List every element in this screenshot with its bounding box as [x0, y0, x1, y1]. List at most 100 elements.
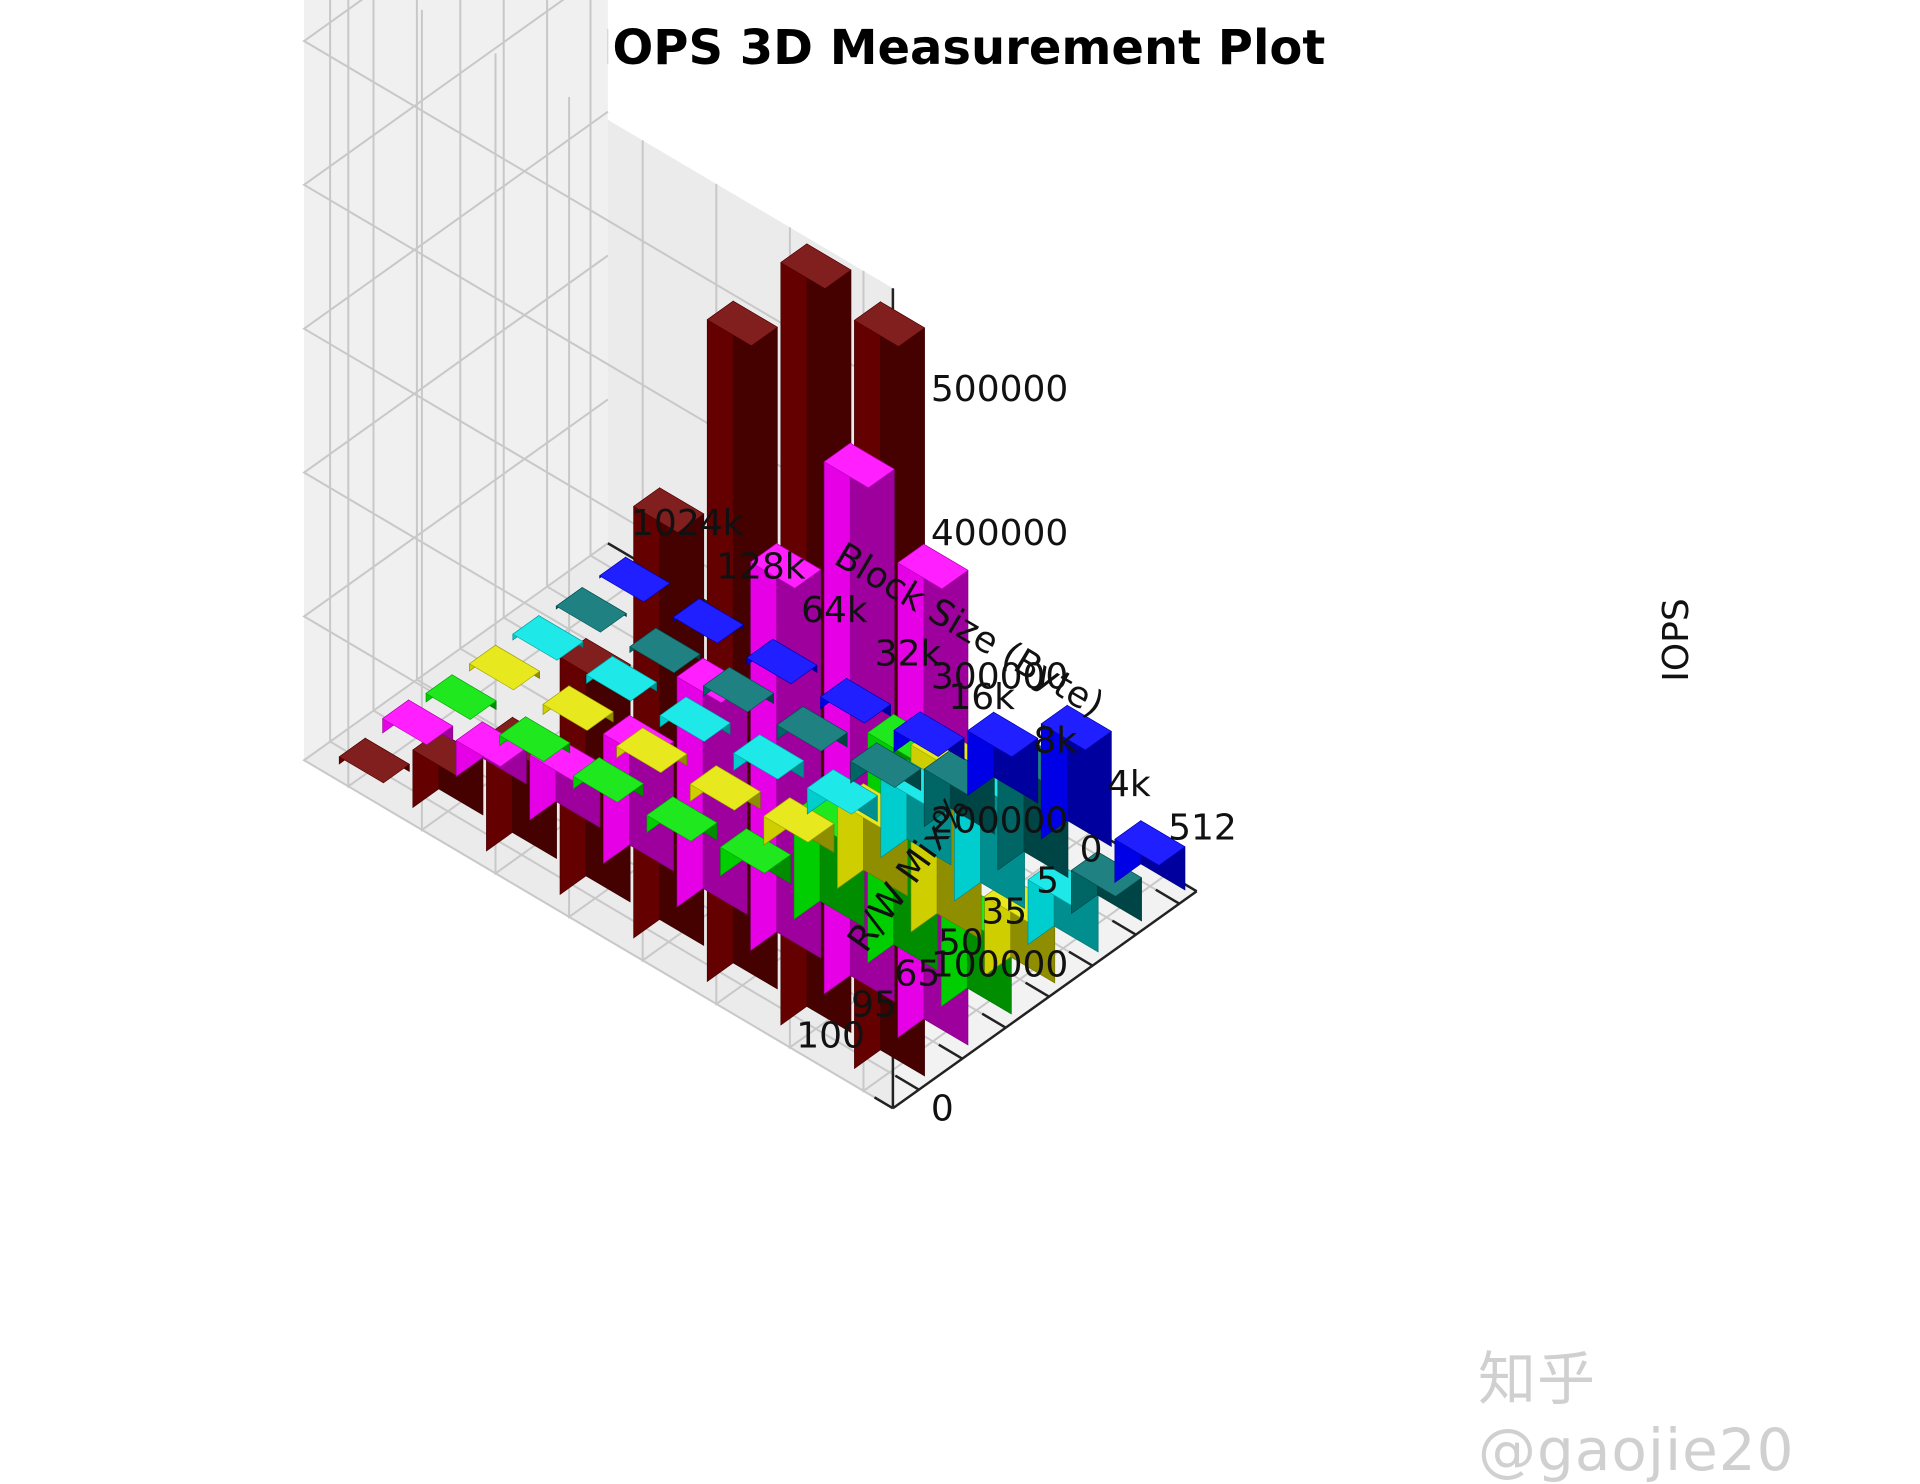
bar-top-face: [555, 587, 627, 633]
bar: [806, 768, 878, 823]
z-tick-label: 100000: [931, 944, 1068, 985]
x-tick-label: 512: [1168, 808, 1237, 849]
bar-top-face: [776, 706, 848, 752]
bar: [659, 696, 731, 742]
bar: [1040, 704, 1112, 848]
bar-top-face: [425, 674, 497, 720]
bar-top-face: [733, 734, 805, 780]
x-tick-label: 128k: [716, 547, 806, 588]
bar: [746, 638, 818, 685]
y-tick: [1111, 919, 1137, 936]
bar-top-face: [806, 769, 878, 815]
bar: [629, 627, 701, 674]
bar-top-face: [629, 627, 701, 674]
bar-top-face: [719, 828, 792, 874]
bar-top-face: [633, 487, 705, 533]
bar: [572, 756, 644, 803]
bar-top-face: [646, 796, 718, 842]
y-tick-label: 35: [981, 891, 1027, 932]
bar-top-face: [1114, 820, 1186, 866]
bar: [425, 674, 497, 720]
bar-top-face: [706, 300, 778, 347]
z-axis-title: IOPS: [1656, 598, 1697, 682]
bar-top-face: [468, 644, 541, 691]
bar: [382, 699, 454, 746]
y-tick-label: 65: [895, 953, 941, 994]
x-tick-label: 8k: [1033, 721, 1077, 762]
bar: [776, 705, 848, 752]
y-tick: [1024, 981, 1050, 998]
bar: [850, 742, 922, 792]
x-tick-label: 16k: [948, 677, 1015, 718]
bar-top-face: [572, 757, 644, 803]
bar-top-face: [659, 696, 731, 742]
y-tick-label: 100: [796, 1015, 865, 1056]
y-tick: [981, 1012, 1007, 1029]
bar: [672, 598, 744, 644]
bar: [616, 727, 688, 773]
grid-line-z: [302, 542, 894, 1110]
bar-top-face: [702, 666, 775, 713]
bar-top-face: [616, 727, 688, 773]
bar: [819, 677, 892, 724]
z-tick: [873, 1096, 894, 1110]
bar: [702, 666, 775, 713]
side-pane: [304, 0, 608, 761]
bar-top-face: [689, 765, 761, 811]
bar: [585, 655, 658, 702]
bar-top-face: [585, 655, 658, 702]
bar: [599, 556, 671, 603]
bar-top-face: [853, 301, 926, 347]
bar: [512, 615, 584, 661]
z-tick-label: 500000: [931, 369, 1068, 410]
grid-line-z: [302, 0, 894, 534]
watermark: 知乎 @gaojie20: [1478, 1345, 1795, 1484]
bar: [1070, 851, 1143, 922]
z-tick-label: 0: [931, 1088, 954, 1129]
bars-group: [338, 243, 1186, 1077]
grid-line-z: [302, 0, 894, 390]
bar-top-face: [750, 543, 822, 589]
bar: [719, 828, 792, 885]
bar-top-face: [499, 716, 571, 762]
bar-top-face: [542, 685, 614, 731]
y-axis-line: [892, 890, 1198, 1110]
bar: [733, 734, 805, 780]
bar: [967, 711, 1039, 804]
z-tick-label: 200000: [931, 801, 1068, 842]
bar: [763, 797, 835, 854]
bar-top-face: [455, 721, 527, 767]
bar: [646, 796, 718, 842]
y-tick-label: 0: [1080, 829, 1103, 870]
bar: [689, 765, 761, 811]
chart-plot-area: 5124k8k16k32k64k128k1024k053550659510001…: [302, 0, 1697, 1129]
y-tick-label: 50: [938, 922, 984, 963]
bar: [499, 716, 571, 762]
x-tick-label: 4k: [1107, 764, 1151, 805]
x-tick-label: 1024k: [631, 503, 744, 544]
chart-title: IOPS 3D Measurement Plot: [594, 20, 1326, 76]
bar: [338, 737, 410, 784]
bar-side-face: [633, 487, 660, 939]
bar-top-face: [893, 711, 965, 757]
bar-top-face: [819, 678, 892, 724]
bar: [1114, 820, 1186, 891]
bar: [455, 721, 527, 785]
bar-top-face: [746, 638, 818, 685]
bar-top-face: [672, 598, 744, 644]
bar-top-face: [382, 699, 454, 746]
x-tick-label: 64k: [801, 590, 868, 631]
bar-top-face: [512, 615, 584, 661]
y-tick: [1068, 950, 1094, 967]
x-tick-label: 32k: [875, 634, 942, 675]
bar-top-face: [850, 742, 922, 788]
y-tick: [938, 1043, 963, 1060]
bar-top-face: [897, 543, 969, 590]
bar-top-face: [1070, 851, 1143, 897]
bar: [542, 685, 614, 731]
bar-top-face: [1040, 704, 1112, 751]
bar-top-face: [967, 711, 1039, 758]
bar-top-face: [763, 797, 835, 843]
y-tick-label: 5: [1036, 860, 1059, 901]
bar: [555, 586, 627, 633]
